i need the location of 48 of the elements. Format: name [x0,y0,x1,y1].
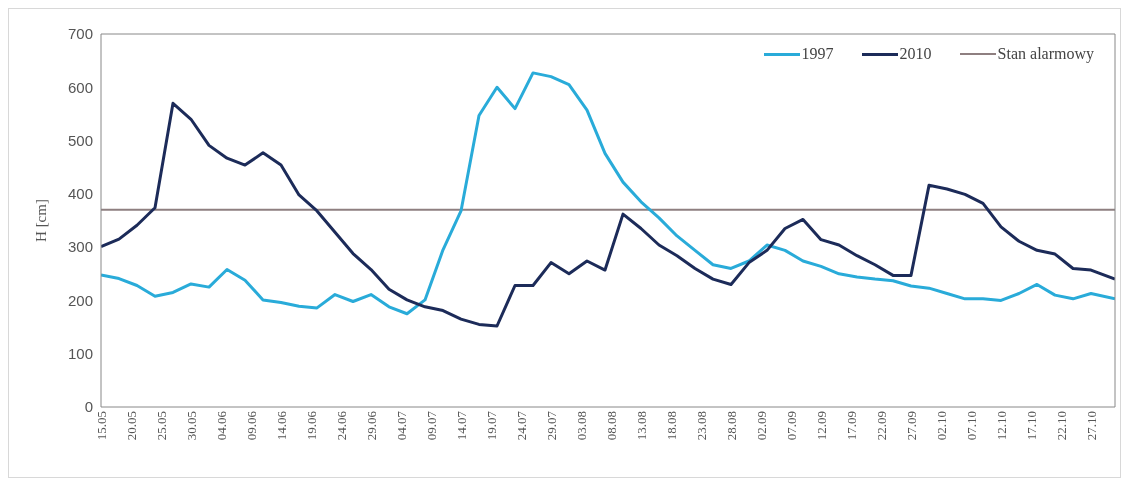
legend-label: Stan alarmowy [997,45,1094,63]
line-series [101,71,1115,316]
x-tick-label: 24.06 [334,410,350,441]
x-tick-label: 23.08 [694,411,710,441]
x-tick-label: 20.05 [124,411,140,441]
x-tick-label: 19.07 [484,410,500,441]
line-series [101,101,1115,328]
x-tick-label: 14.07 [454,410,470,441]
x-tick-label: 28.08 [724,411,740,441]
x-tick-label: 02.09 [754,411,770,441]
x-tick-label: 24.07 [514,410,530,441]
x-tick-label: 29.06 [364,410,380,441]
x-tick-label: 03.08 [574,411,590,441]
x-tick-label: 29.07 [544,410,560,441]
x-tick-label: 30.05 [184,411,200,441]
x-tick-label: 07.09 [784,411,800,441]
y-tick-label: 0 [84,398,93,416]
x-tick-label: 08.08 [604,411,620,441]
x-tick-label: 15.05 [94,411,110,441]
y-tick-label: 100 [67,345,93,363]
x-tick-label: 04.06 [214,410,230,441]
y-tick-label: 500 [67,131,93,149]
y-axis-title: H [cm] [33,199,50,242]
x-tick-label: 22.09 [874,411,890,441]
x-tick-label: 12.09 [814,411,830,441]
x-tick-label: 09.06 [244,410,260,441]
x-tick-label: 25.05 [154,411,170,441]
x-tick-label: 02.10 [934,411,950,441]
x-tick-label: 18.08 [664,411,680,441]
x-tick-label: 09.07 [424,410,440,441]
x-tick-label: 17.09 [844,411,860,441]
y-tick-label: 600 [67,78,93,96]
x-tick-label: 07.10 [964,411,980,441]
x-tick-label: 27.09 [904,411,920,441]
y-tick-label: 200 [67,291,93,309]
x-tick-label: 13.08 [634,411,650,441]
y-tick-label: 300 [67,238,93,256]
legend-label: 1997 [801,45,834,63]
x-tick-label: 14.06 [274,410,290,441]
x-tick-label: 22.10 [1054,411,1070,441]
x-tick-label: 17.10 [1024,411,1040,441]
legend-label: 2010 [899,45,932,63]
x-tick-label: 27.10 [1084,411,1100,441]
x-tick-label: 19.06 [304,410,320,441]
x-tick-label: 04.07 [394,410,410,441]
y-tick-label: 400 [67,185,93,203]
x-tick-label: 12.10 [994,411,1010,441]
y-tick-label: 700 [67,25,93,43]
